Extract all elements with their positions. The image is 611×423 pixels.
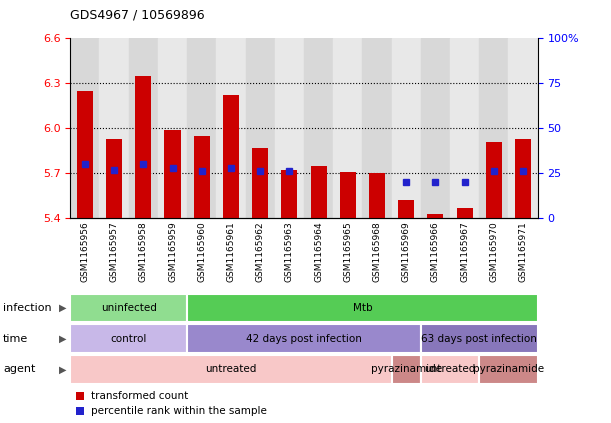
Text: agent: agent xyxy=(3,365,35,374)
Text: 42 days post infection: 42 days post infection xyxy=(246,334,362,343)
Text: ▶: ▶ xyxy=(59,365,67,374)
Bar xyxy=(187,294,538,322)
Text: percentile rank within the sample: percentile rank within the sample xyxy=(91,406,267,416)
Bar xyxy=(100,38,129,218)
Bar xyxy=(106,139,122,218)
Bar xyxy=(194,136,210,218)
Bar xyxy=(158,38,187,218)
Bar xyxy=(362,38,392,218)
Bar xyxy=(187,38,216,218)
Text: pyrazinamide: pyrazinamide xyxy=(473,365,544,374)
Bar xyxy=(164,130,180,218)
Text: ▶: ▶ xyxy=(59,334,67,343)
Text: Mtb: Mtb xyxy=(353,303,372,313)
Bar xyxy=(281,170,298,218)
Bar xyxy=(129,38,158,218)
Text: untreated: untreated xyxy=(425,365,476,374)
Bar xyxy=(428,214,444,218)
Bar xyxy=(70,355,392,384)
Text: uninfected: uninfected xyxy=(101,303,156,313)
Bar xyxy=(70,294,187,322)
Bar xyxy=(369,173,385,218)
Bar xyxy=(421,38,450,218)
Bar xyxy=(310,166,327,218)
Bar xyxy=(275,38,304,218)
Text: ▶: ▶ xyxy=(59,303,67,313)
Text: time: time xyxy=(3,334,28,343)
Bar xyxy=(421,324,538,353)
Bar xyxy=(421,355,479,384)
Text: infection: infection xyxy=(3,303,52,313)
Bar xyxy=(392,38,421,218)
Bar xyxy=(216,38,246,218)
Bar xyxy=(135,76,152,218)
Bar xyxy=(515,139,531,218)
Bar xyxy=(304,38,333,218)
Bar xyxy=(508,38,538,218)
Text: untreated: untreated xyxy=(205,365,257,374)
Text: control: control xyxy=(111,334,147,343)
Bar xyxy=(77,91,93,218)
Bar xyxy=(70,324,187,353)
Bar xyxy=(450,38,479,218)
Text: GDS4967 / 10569896: GDS4967 / 10569896 xyxy=(70,8,205,21)
Bar xyxy=(479,355,538,384)
Bar xyxy=(333,38,362,218)
Text: pyrazinamide: pyrazinamide xyxy=(371,365,442,374)
Text: 63 days post infection: 63 days post infection xyxy=(422,334,537,343)
Text: transformed count: transformed count xyxy=(91,391,188,401)
Bar xyxy=(70,38,100,218)
Bar xyxy=(340,172,356,218)
Bar xyxy=(252,148,268,218)
Bar xyxy=(223,95,239,218)
Bar xyxy=(398,200,414,218)
Bar xyxy=(187,324,421,353)
Bar xyxy=(246,38,275,218)
Bar xyxy=(392,355,421,384)
Bar xyxy=(456,208,473,218)
Bar xyxy=(479,38,508,218)
Bar xyxy=(486,142,502,218)
